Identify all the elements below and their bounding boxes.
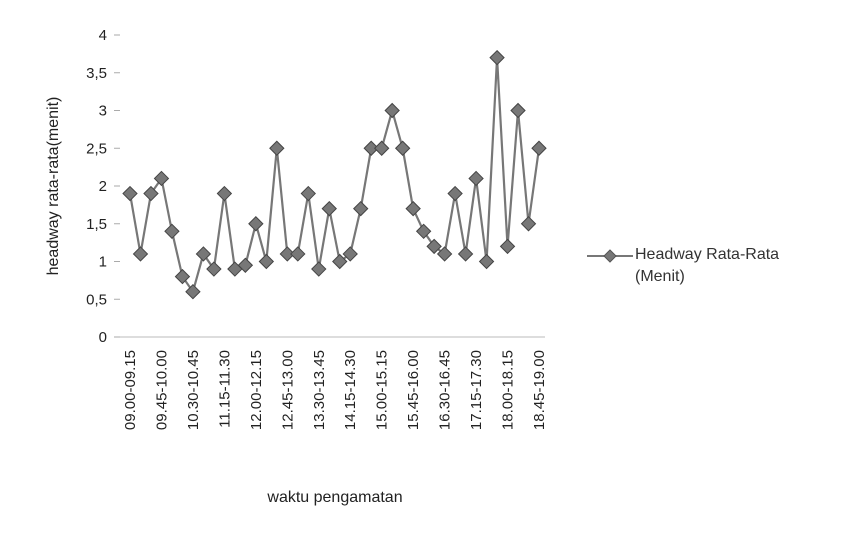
data-point	[300, 185, 316, 202]
x-tick-label: 18.45-19.00	[531, 350, 548, 430]
x-tick-label: 09.45-10.00	[153, 350, 170, 430]
x-tick-label: 17.15-17.30	[468, 350, 485, 430]
y-tick-label: 3	[99, 103, 107, 120]
data-point	[258, 253, 275, 270]
data-point	[332, 253, 348, 270]
data-point	[206, 261, 222, 277]
x-tick-label: 15.00-15.15	[374, 350, 391, 430]
data-point	[510, 102, 526, 119]
x-axis-title: waktu pengamatan	[266, 489, 402, 506]
data-point	[174, 268, 191, 285]
x-tick-label: 18.00-18.15	[500, 350, 517, 430]
data-point	[394, 140, 411, 156]
data-point	[342, 246, 358, 262]
data-point	[447, 185, 463, 202]
x-tick-label: 11.15-11.30	[216, 350, 233, 428]
legend: Headway Rata-Rata (Menit)	[585, 244, 825, 288]
x-tick-label: 14.15-14.30	[342, 350, 359, 430]
legend-label: Headway Rata-Rata (Menit)	[635, 246, 780, 285]
data-point	[279, 246, 296, 262]
x-tick-label: 10.30-10.45	[185, 350, 202, 430]
y-axis-title: headway rata-rata(menit)	[45, 97, 62, 276]
data-point	[363, 140, 379, 156]
data-point	[405, 200, 421, 217]
data-point	[122, 185, 138, 202]
x-tick-label: 09.00-09.15	[122, 350, 139, 430]
y-tick-label: 0,5	[86, 291, 107, 308]
series-line	[128, 57, 541, 295]
data-point	[195, 246, 212, 262]
data-point	[143, 185, 159, 202]
data-point	[531, 140, 547, 156]
data-point	[499, 238, 516, 255]
data-point	[290, 246, 306, 262]
data-point	[384, 102, 400, 119]
data-point	[520, 216, 537, 232]
data-point	[321, 200, 337, 217]
legend-swatch	[587, 249, 633, 263]
data-point	[436, 246, 453, 262]
data-point	[353, 200, 369, 217]
data-point	[153, 170, 170, 187]
y-tick-label: 0	[99, 329, 107, 346]
legend-marker	[603, 249, 617, 263]
x-tick-label: 15.45-16.00	[405, 350, 422, 430]
data-point	[426, 238, 442, 255]
x-tick-label: 16.30-16.45	[437, 350, 454, 430]
data-point	[489, 49, 505, 66]
data-point	[269, 140, 285, 156]
x-tick-label: 12.45-13.00	[279, 350, 296, 430]
data-point	[164, 223, 180, 240]
x-tick-label: 12.00-12.15	[248, 350, 265, 430]
x-tick-label: 13.30-13.45	[311, 350, 328, 430]
data-point	[373, 140, 390, 156]
data-point	[132, 246, 149, 262]
data-point	[248, 216, 264, 232]
y-tick-label: 1,5	[86, 216, 107, 233]
data-point	[457, 246, 474, 262]
data-point	[468, 170, 484, 187]
data-point	[311, 261, 327, 277]
data-point	[216, 185, 233, 202]
y-tick-label: 4	[99, 27, 107, 44]
data-point	[185, 283, 201, 300]
y-tick-label: 2	[99, 178, 107, 195]
y-tick-label: 3,5	[86, 65, 107, 82]
y-tick-label: 2,5	[86, 140, 107, 157]
data-point	[415, 223, 432, 240]
data-point	[478, 253, 495, 270]
data-point	[237, 257, 254, 273]
y-tick-label: 1	[99, 254, 107, 271]
